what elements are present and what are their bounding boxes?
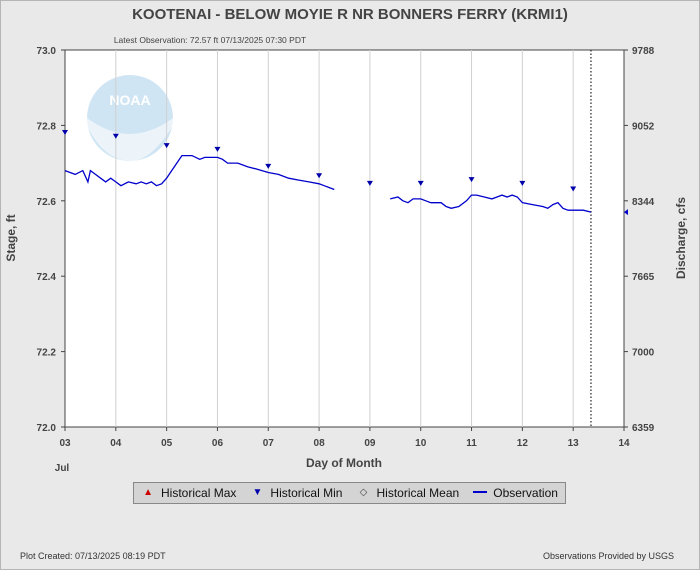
- legend-label: Historical Max: [161, 486, 237, 500]
- chart-legend: ▲ Historical Max ▼ Historical Min ◇ Hist…: [133, 482, 566, 504]
- grid-lines: [115, 50, 574, 427]
- x-tick-label: 09: [364, 438, 376, 449]
- historical-min-point: [366, 180, 373, 186]
- y2-tick-label: 9788: [632, 46, 655, 57]
- historical-min-point: [112, 133, 119, 139]
- y-tick-label: 72.8: [37, 121, 57, 132]
- triangle-up-icon: ▲: [143, 487, 153, 498]
- y2-tick-label: 9052: [632, 121, 655, 132]
- legend-label: Historical Mean: [376, 486, 460, 500]
- y2-tick-label: 6359: [632, 423, 655, 434]
- plot-created-text: Plot Created: 07/13/2025 08:19 PDT: [20, 551, 166, 561]
- y2-tick-label: 7665: [632, 272, 655, 283]
- latest-value-marker: [624, 209, 628, 216]
- x-tick-label: 03: [59, 438, 71, 449]
- data-provider-text: Observations Provided by USGS: [542, 551, 674, 561]
- x-tick-label: 11: [466, 438, 477, 449]
- x-tick-label: 05: [161, 438, 173, 449]
- x-tick-label: 08: [314, 438, 326, 449]
- legend-item-historical-min: ▼ Historical Min: [250, 486, 342, 500]
- legend-item-historical-mean: ◇ Historical Mean: [356, 486, 460, 500]
- historical-min-point: [265, 163, 272, 169]
- axes: 03 04 05 06 07 08 09 10 11 12 13 14 72.0 72.2 72.4 72.6…: [37, 46, 655, 449]
- historical-min-point: [62, 129, 68, 135]
- historical-min-point: [163, 143, 170, 149]
- y-tick-label: 72.0: [37, 423, 57, 434]
- historical-min-point: [570, 186, 577, 192]
- y2-axis-label: Discharge, cfs: [674, 197, 688, 279]
- x-tick-label: 07: [263, 438, 275, 449]
- x-tick-label: 14: [618, 438, 630, 449]
- plot-area: [64, 49, 625, 428]
- legend-item-observation: Observation: [473, 486, 558, 500]
- observation-line: [64, 154, 335, 191]
- x-tick-label: 12: [517, 438, 529, 449]
- x-tick-label: 04: [110, 438, 122, 449]
- noaa-logo: NOAA: [87, 75, 173, 162]
- historical-min-point: [214, 146, 221, 152]
- observation-line: [390, 194, 592, 213]
- y-tick-label: 72.4: [37, 272, 57, 283]
- y2-tick-label: 8344: [632, 197, 655, 208]
- y2-tick-label: 7000: [632, 348, 655, 359]
- legend-label: Historical Min: [270, 486, 343, 500]
- y-tick-label: 72.2: [37, 348, 57, 359]
- historical-min-point: [417, 180, 424, 186]
- y-tick-label: 72.6: [37, 197, 57, 208]
- x-tick-label: 06: [212, 438, 224, 449]
- x-axis-label: Day of Month: [306, 456, 382, 470]
- chart-subtitle: Latest Observation: 72.57 ft 07/13/2025 …: [114, 35, 306, 45]
- historical-min-point: [468, 177, 475, 183]
- x-month-label: Jul: [55, 463, 70, 474]
- noaa-logo-text: NOAA: [109, 92, 150, 108]
- triangle-down-icon: ▼: [252, 487, 263, 498]
- diamond-icon: ◇: [359, 487, 368, 498]
- historical-min-point: [316, 173, 323, 179]
- line-icon: [473, 487, 488, 499]
- y-tick-label: 73.0: [37, 46, 57, 57]
- legend-item-historical-max: ▲ Historical Max: [141, 486, 236, 500]
- y-axis-label: Stage, ft: [4, 214, 18, 261]
- historical-min-point: [519, 180, 526, 186]
- legend-label: Observation: [493, 486, 558, 500]
- x-tick-label: 13: [568, 438, 580, 449]
- x-tick-label: 10: [415, 438, 427, 449]
- chart-title: KOOTENAI - BELOW MOYIE R NR BONNERS FERR…: [132, 6, 568, 23]
- series: [62, 50, 628, 427]
